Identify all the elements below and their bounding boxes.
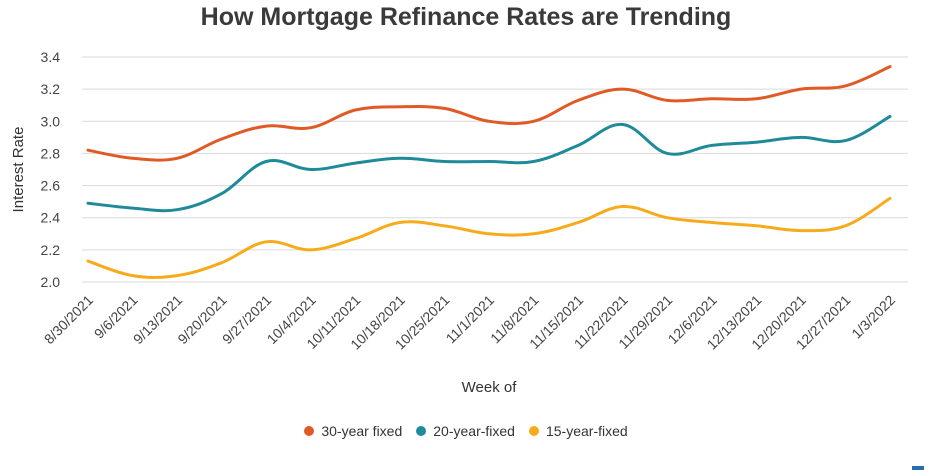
chart-title: How Mortgage Refinance Rates are Trendin… [200, 3, 732, 31]
legend-item: 20-year-fixed [416, 423, 515, 439]
series-line-20-year-fixed [86, 115, 892, 213]
chart-legend: 30-year fixed 20-year-fixed 15-year-fixed [0, 423, 932, 439]
y-tick-label: 3.4 [41, 49, 61, 65]
logo-mark [912, 466, 924, 470]
x-axis-label: Week of [462, 379, 518, 396]
y-tick-label: 2.6 [41, 178, 61, 194]
legend-dot-icon [304, 426, 315, 437]
legend-item: 15-year-fixed [528, 423, 628, 439]
x-tick-label: 1/3/2022 [848, 292, 898, 342]
y-tick-label: 2.8 [41, 145, 61, 161]
y-tick-label: 3.2 [41, 81, 61, 97]
legend-dot-icon [416, 426, 427, 437]
y-tick-label: 3.0 [41, 113, 61, 129]
y-tick-label: 2.0 [41, 274, 61, 290]
legend-item: 30-year fixed [304, 423, 402, 439]
x-tick-label: 8/30/2021 [41, 292, 97, 348]
legend-label: 20-year-fixed [433, 423, 515, 439]
y-tick-label: 2.2 [41, 242, 61, 258]
legend-dot-icon [528, 426, 539, 437]
legend-label: 30-year fixed [321, 423, 403, 439]
series-line-30-year-fixed [86, 65, 892, 162]
y-axis-label: Interest Rate [10, 127, 27, 213]
y-tick-label: 2.4 [41, 210, 61, 226]
series-line-15-year-fixed [86, 196, 892, 279]
legend-label: 15-year-fixed [545, 423, 628, 439]
